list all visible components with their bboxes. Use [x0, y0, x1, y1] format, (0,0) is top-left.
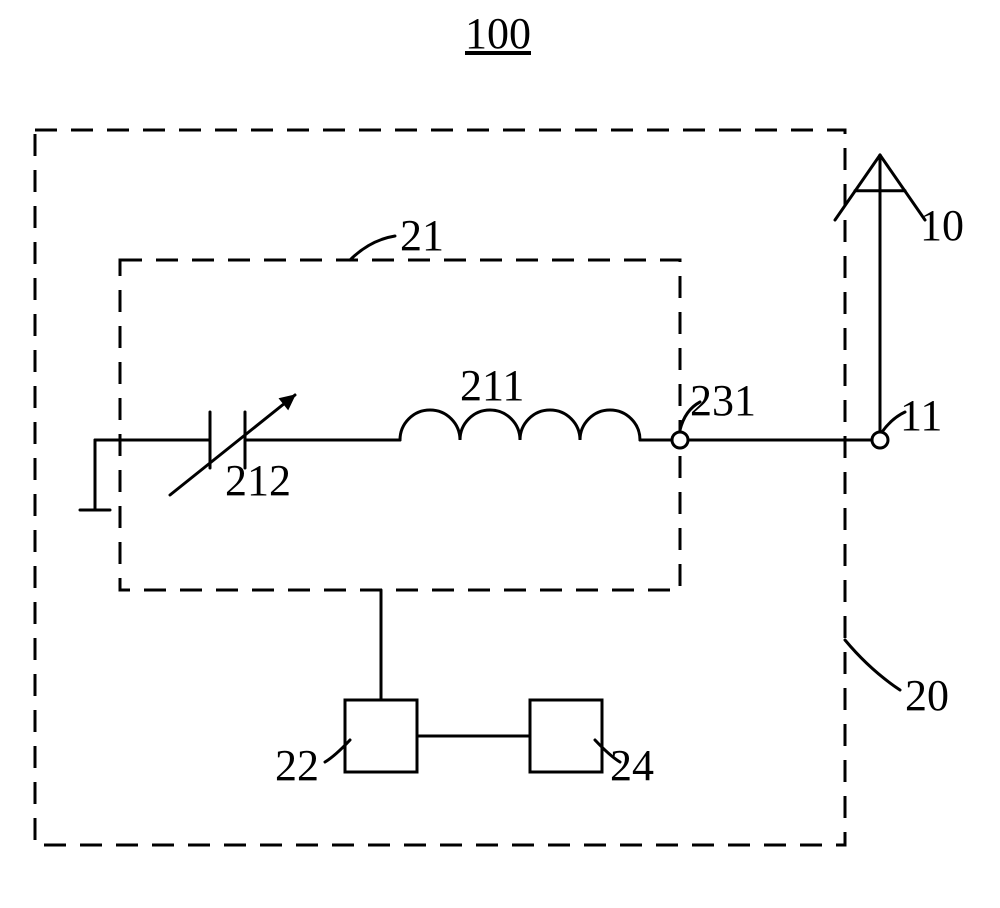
figure-title: 100 — [465, 8, 531, 59]
circuit-diagram — [0, 0, 1000, 908]
label-231: 231 — [690, 375, 756, 426]
label-20: 20 — [905, 670, 949, 721]
label-211: 211 — [460, 360, 524, 411]
label-11: 11 — [900, 390, 942, 441]
label-22: 22 — [275, 740, 319, 791]
label-10: 10 — [920, 200, 964, 251]
label-24: 24 — [610, 740, 654, 791]
label-21: 21 — [400, 210, 444, 261]
label-212: 212 — [225, 455, 291, 506]
